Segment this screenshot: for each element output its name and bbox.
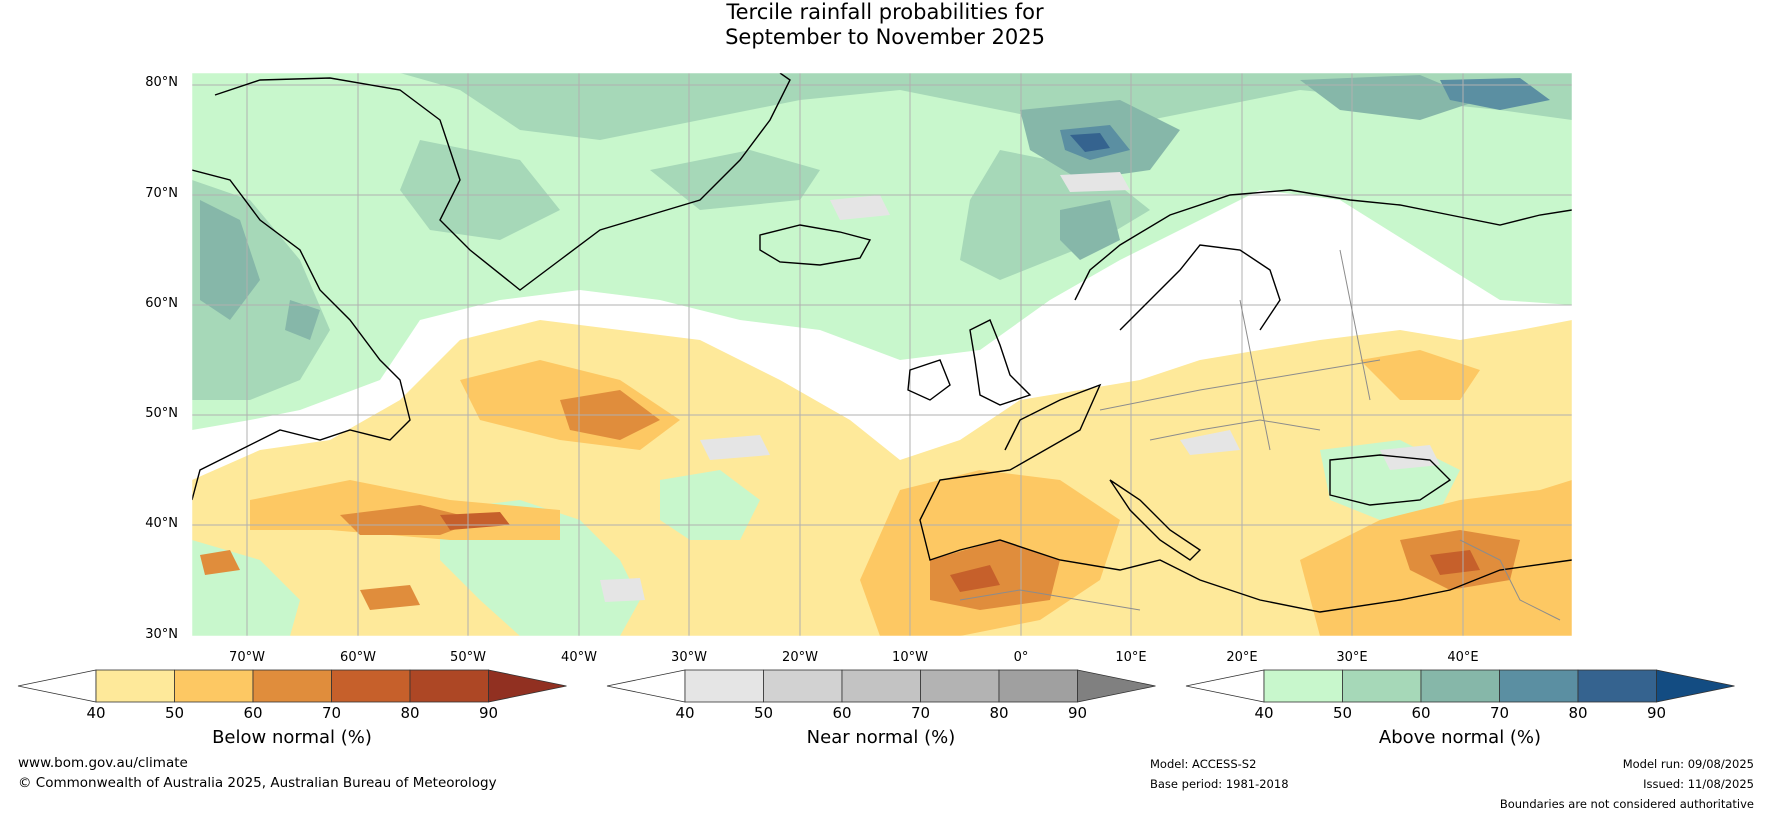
footer-copyright: © Commonwealth of Australia 2025, Austra… — [18, 775, 497, 791]
colorbar-above-extend-low — [1185, 669, 1265, 703]
above-50-region-north — [192, 73, 1572, 430]
colorbar-below-tick-label: 60 — [243, 704, 263, 722]
colorbar-above-segment — [1263, 669, 1343, 703]
lon-label-40e: 40°E — [1447, 650, 1479, 665]
colorbar-near-title: Near normal (%) — [806, 727, 956, 748]
colorbar-near-extend-high — [1077, 669, 1156, 703]
lon-label-30e: 30°E — [1336, 650, 1368, 665]
footer-base-period: Base period: 1981-2018 — [1150, 777, 1289, 791]
lat-label-50n: 50°N — [145, 406, 178, 421]
coast-canada — [192, 169, 411, 501]
colorbar-above-tick-label: 50 — [1332, 704, 1353, 722]
lat-label-70n: 70°N — [145, 186, 178, 201]
colorbar-near-tick-label: 80 — [989, 704, 1009, 722]
colorbar-below-segment — [409, 669, 489, 703]
coast-italy — [1109, 479, 1202, 561]
colorbar-above-tick-label: 90 — [1646, 704, 1667, 722]
colorbar-near-tick-label: 60 — [832, 704, 852, 722]
colorbar-below-extend-low — [17, 669, 97, 703]
colorbar-above-tick-label: 40 — [1254, 704, 1274, 722]
colorbar-above — [1185, 669, 1735, 703]
colorbar-below-tick-label: 50 — [164, 704, 185, 722]
lat-label-30n: 30°N — [145, 627, 178, 642]
chart-title: Tercile rainfall probabilities for Septe… — [0, 0, 1770, 50]
colorbar-below — [17, 669, 567, 703]
above-70-region-north — [200, 75, 1480, 340]
above-90-region-north — [1070, 133, 1110, 152]
lon-label-40w: 40°W — [561, 650, 597, 665]
footer-disclaimer: Boundaries are not considered authoritat… — [1499, 797, 1754, 811]
below-80-region — [440, 512, 1480, 592]
colorbar-near-tick-label: 70 — [910, 704, 931, 722]
colorbar-above-segment — [1420, 669, 1500, 703]
lon-label-20w: 20°W — [782, 650, 818, 665]
coast-greenland — [214, 73, 791, 291]
colorbar-near-segment — [841, 669, 921, 703]
colorbar-below-tick-label: 90 — [478, 704, 499, 722]
lat-label-80n: 80°N — [145, 75, 178, 90]
colorbar-above-segment — [1499, 669, 1579, 703]
colorbar-below-segment — [95, 669, 175, 703]
coast-black-sea — [1329, 454, 1452, 506]
colorbar-near-tick-label: 50 — [753, 704, 774, 722]
colorbar-above-tick-label: 60 — [1411, 704, 1431, 722]
colorbar-below-tick-label: 80 — [400, 704, 420, 722]
colorbar-above-tick-label: 70 — [1489, 704, 1510, 722]
colorbar-near-segment — [684, 669, 764, 703]
lat-label-60n: 60°N — [145, 296, 178, 311]
coastlines — [192, 73, 1572, 613]
lon-label-0: 0° — [1013, 650, 1029, 665]
colorbar-below-segment — [252, 669, 332, 703]
colorbar-below-segment — [331, 669, 411, 703]
colorbar-near — [606, 669, 1156, 703]
footer-model: Model: ACCESS-S2 — [1150, 757, 1257, 771]
lon-label-10w: 10°W — [892, 650, 928, 665]
colorbar-near-tick-label: 40 — [675, 704, 695, 722]
colorbar-near-segment — [920, 669, 1000, 703]
lon-label-60w: 60°W — [340, 650, 376, 665]
lon-label-20e: 20°E — [1226, 650, 1258, 665]
coast-britain — [969, 319, 1032, 406]
footer-model-run: Model run: 09/08/2025 — [1622, 757, 1754, 771]
colorbar-below-segment — [174, 669, 254, 703]
title-line-1: Tercile rainfall probabilities for — [726, 0, 1044, 24]
colorbar-above-tick-label: 80 — [1568, 704, 1588, 722]
colorbar-near-segment — [763, 669, 843, 703]
colorbar-above-segment — [1577, 669, 1657, 703]
lon-label-70w: 70°W — [229, 650, 265, 665]
lat-label-40n: 40°N — [145, 516, 178, 531]
lon-label-10e: 10°E — [1115, 650, 1147, 665]
coast-ireland — [907, 359, 951, 401]
coast-scandinavia — [1074, 189, 1572, 301]
colorbar-below-title: Below normal (%) — [212, 727, 372, 748]
lon-label-50w: 50°W — [450, 650, 486, 665]
above-80-region-north — [1060, 78, 1550, 160]
colorbar-above-extend-high — [1656, 669, 1735, 703]
colorbar-near-extend-low — [606, 669, 686, 703]
coast-europe-africa — [919, 383, 1572, 613]
lon-label-30w: 30°W — [671, 650, 707, 665]
footer-issued: Issued: 11/08/2025 — [1643, 777, 1754, 791]
coast-sweden — [1119, 244, 1281, 331]
colorbar-near-tick-label: 90 — [1067, 704, 1088, 722]
borders — [959, 249, 1561, 621]
colorbar-near-segment — [998, 669, 1078, 703]
title-line-2: September to November 2025 — [725, 25, 1045, 49]
footer-website: www.bom.gov.au/climate — [18, 755, 188, 771]
colorbar-below-extend-high — [488, 669, 567, 703]
above-50-region-south — [192, 440, 1460, 636]
colorbar-below-tick-label: 40 — [86, 704, 106, 722]
graticule — [192, 73, 1572, 636]
colorbar-above-title: Above normal (%) — [1378, 727, 1542, 748]
colorbar-below-tick-label: 70 — [321, 704, 342, 722]
coast-iceland — [759, 224, 872, 266]
colorbar-above-segment — [1342, 669, 1422, 703]
